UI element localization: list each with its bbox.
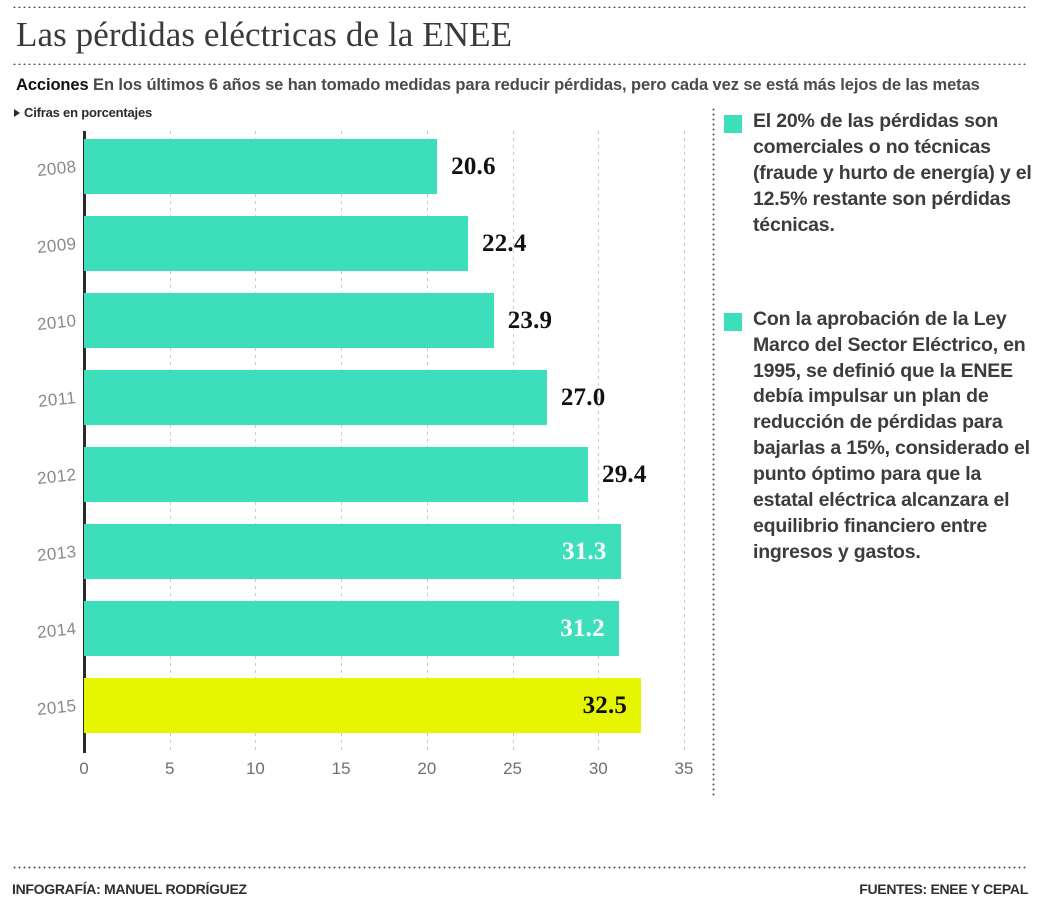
bar-2008[interactable] <box>84 139 438 195</box>
subtitle: Acciones En los últimos 6 años se han to… <box>12 65 1028 97</box>
gridline <box>341 131 343 754</box>
body-area: Cifras en porcentajes 2008 20.6 2009 22.4 20… <box>12 105 1032 820</box>
x-tick-10: 10 <box>245 759 265 779</box>
legend-swatch-icon <box>724 312 742 331</box>
bar-value-2009: 22.4 <box>482 229 527 257</box>
y-axis-label-2008: 2008 <box>35 156 77 180</box>
x-tick-20: 20 <box>417 759 437 779</box>
chart-column: Cifras en porcentajes 2008 20.6 2009 22.4 20… <box>12 105 702 820</box>
x-tick-15: 15 <box>331 759 351 779</box>
y-axis-label-2010: 2010 <box>35 310 77 334</box>
top-divider <box>12 5 1028 8</box>
gridline <box>684 131 685 754</box>
y-axis-label-wrap: 2009 <box>12 216 77 271</box>
infographic-page: Las pérdidas eléctricas de la ENEE Accio… <box>0 5 1040 905</box>
bar-value-2012: 29.4 <box>602 460 647 488</box>
gridline <box>598 131 600 754</box>
y-axis-label-2009: 2009 <box>35 233 77 257</box>
subtitle-rest: En los últimos 6 años se han tomado medi… <box>88 76 980 95</box>
y-axis-label-wrap: 2008 <box>12 139 77 194</box>
y-axis-label-wrap: 2012 <box>12 447 77 502</box>
bar-2009[interactable] <box>84 216 468 272</box>
legend: El 20% de las pérdidas son comerciales o… <box>724 109 1040 566</box>
chart-caption-label: Cifras en porcentajes <box>24 105 153 121</box>
legend-swatch-icon <box>724 115 742 134</box>
y-axis-label-2011: 2011 <box>36 387 77 411</box>
x-tick-0: 0 <box>79 759 89 779</box>
footer-credit: INFOGRAFÍA: MANUEL RODRÍGUEZ <box>12 881 247 897</box>
bar-row[interactable]: 2010 23.9 <box>12 293 702 349</box>
bar-value-2011: 27.0 <box>560 383 606 411</box>
y-axis-label-2015: 2015 <box>35 695 77 719</box>
subtitle-lead: Acciones <box>16 76 89 95</box>
vertical-divider <box>712 107 715 798</box>
bar-2012[interactable] <box>84 447 588 503</box>
y-axis-label-2014: 2014 <box>35 618 77 642</box>
bar-row[interactable]: 2015 32.5 <box>12 678 702 734</box>
legend-text-2: Con la aprobación de la Ley Marco del Se… <box>753 307 1030 563</box>
gridline <box>169 131 171 754</box>
bar-value-2010: 23.9 <box>507 306 553 334</box>
bar-value-2013: 31.3 <box>562 537 607 565</box>
footer: INFOGRAFÍA: MANUEL RODRÍGUEZ FUENTES: EN… <box>12 881 1028 897</box>
gridline <box>255 131 257 754</box>
triangle-bullet-icon <box>14 108 20 117</box>
y-axis-label-2012: 2012 <box>35 464 77 488</box>
footer-divider <box>12 866 1028 869</box>
bar-row[interactable]: 2014 31.2 <box>12 601 702 657</box>
title-divider <box>12 62 1028 66</box>
footer-sources: FUENTES: ENEE Y CEPAL <box>859 881 1028 897</box>
gridline <box>426 131 428 754</box>
bar-2011[interactable] <box>84 370 547 426</box>
bar-row[interactable]: 2009 22.4 <box>12 216 702 272</box>
x-tick-30: 30 <box>588 759 608 779</box>
bar-2010[interactable] <box>84 293 494 349</box>
page-title: Las pérdidas eléctricas de la ENEE <box>16 15 513 54</box>
bar-value-2008: 20.6 <box>451 152 496 180</box>
legend-item-1: El 20% de las pérdidas son comerciales o… <box>724 109 1040 239</box>
x-tick-5: 5 <box>164 759 175 779</box>
y-axis-label-wrap: 2010 <box>12 293 77 348</box>
bar-2014[interactable] <box>84 601 619 657</box>
bar-row[interactable]: 2011 27.0 <box>12 370 702 426</box>
y-axis-label-wrap: 2015 <box>12 678 77 733</box>
bar-row[interactable]: 2013 31.3 <box>12 524 702 580</box>
bar-2015[interactable] <box>84 678 642 734</box>
y-axis-label-wrap: 2011 <box>12 370 77 425</box>
bar-chart-plot: 2008 20.6 2009 22.4 2010 23.9 2011 27.0 2012 29.4… <box>12 131 702 791</box>
y-axis-label-2013: 2013 <box>35 541 77 565</box>
bar-2013[interactable] <box>84 524 621 580</box>
bar-row[interactable]: 2012 29.4 <box>12 447 702 503</box>
legend-text-1: El 20% de las pérdidas son comerciales o… <box>753 110 1032 236</box>
y-axis-line <box>83 131 86 754</box>
bar-value-2014: 31.2 <box>560 614 605 642</box>
y-axis-label-wrap: 2013 <box>12 524 77 579</box>
x-axis-ticks: 0 5 10 15 20 25 30 35 <box>12 759 702 789</box>
x-tick-25: 25 <box>503 759 523 779</box>
x-tick-35: 35 <box>674 759 694 779</box>
bar-row[interactable]: 2008 20.6 <box>12 139 702 195</box>
chart-caption: Cifras en porcentajes <box>12 105 702 120</box>
y-axis-label-wrap: 2014 <box>12 601 77 656</box>
bar-value-2015: 32.5 <box>582 691 628 719</box>
gridline <box>512 131 514 754</box>
legend-item-2: Con la aprobación de la Ley Marco del Se… <box>724 307 1040 566</box>
